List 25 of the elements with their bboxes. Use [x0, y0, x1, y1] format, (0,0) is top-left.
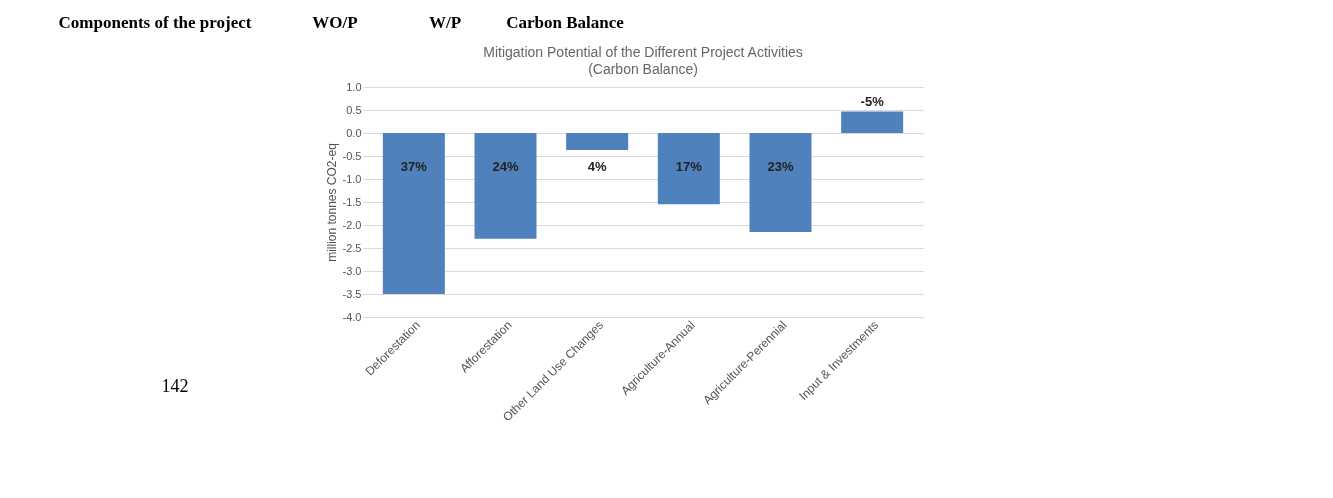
y-tick-label: -0.5	[342, 149, 362, 162]
y-axis-title: million tonnes CO2-eq	[324, 143, 339, 262]
y-tick-label: -4.0	[342, 310, 362, 323]
y-tick-label: 0.5	[346, 103, 362, 116]
annotation: 24%	[492, 159, 519, 174]
text: WO/P	[312, 13, 358, 32]
text: 142	[161, 376, 189, 396]
annotation: 23%	[767, 159, 794, 174]
annotation: 4%	[587, 159, 607, 174]
text: Components of the project	[58, 13, 252, 32]
y-tick-label: -3.0	[342, 264, 362, 277]
y-tick-label: -3.5	[342, 287, 362, 300]
annotation: 37%	[400, 159, 428, 174]
chart-subtitle: (Carbon Balance)	[588, 61, 698, 77]
y-tick-label: 0.0	[346, 126, 362, 139]
y-tick-label: -2.5	[342, 241, 362, 254]
chart-title: Mitigation Potential of the Different Project Activities	[483, 44, 803, 60]
y-tick-label: 1.0	[346, 80, 362, 93]
annotation: 17%	[675, 159, 703, 174]
annotation: -5%	[860, 94, 885, 110]
text: Carbon Balance	[506, 13, 625, 32]
y-tick-label: -1.5	[342, 195, 362, 208]
text: W/P	[428, 13, 462, 32]
y-tick-label: -2.0	[342, 218, 362, 231]
y-tick-label: -1.0	[342, 172, 362, 185]
